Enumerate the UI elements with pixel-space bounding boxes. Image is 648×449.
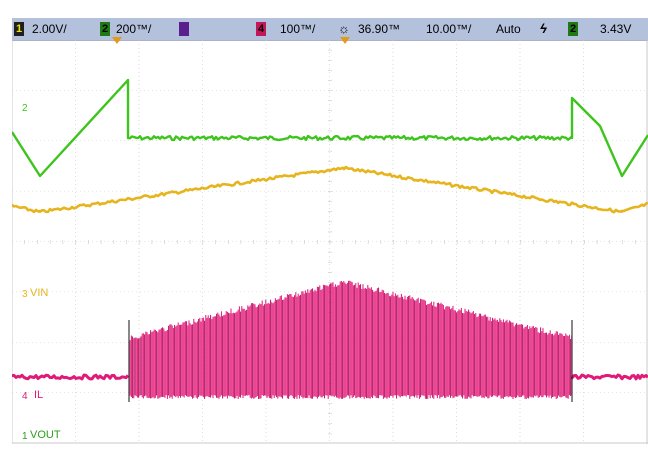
trigger-source-badge[interactable]: 2 xyxy=(568,22,578,36)
timebase[interactable]: 10.00™/ xyxy=(426,22,472,36)
trigger-position-marker xyxy=(112,37,122,44)
waveform-area: 2 3 VIN 4 IL 1 VOUT xyxy=(10,37,648,444)
status-bar: 1 2.00V/ 2 200™/ 3 4 100™/ ☼ 36.90™ 10.0… xyxy=(12,18,648,41)
ch1-scale[interactable]: 2.00V/ xyxy=(32,22,67,36)
trigger-edge-icon: ϟ xyxy=(540,21,547,36)
il-trace-right xyxy=(570,373,648,381)
vout-label: VOUT xyxy=(30,429,61,441)
vin-label: VIN xyxy=(30,287,49,299)
delay-sun-icon: ☼ xyxy=(338,21,350,36)
waveform-svg xyxy=(10,39,648,444)
ch4-scale[interactable]: 100™/ xyxy=(280,22,316,36)
ch1-ground-marker: 1 xyxy=(22,431,28,442)
ch4-badge[interactable]: 4 xyxy=(256,22,266,36)
il-label: IL xyxy=(34,389,44,401)
trigger-level[interactable]: 3.43V xyxy=(600,22,632,36)
traces xyxy=(10,78,648,402)
trigger-mode[interactable]: Auto xyxy=(496,22,521,36)
ch2-ground-marker: 2 xyxy=(22,103,28,114)
delay-center-marker xyxy=(340,37,350,44)
vout-trace xyxy=(10,78,648,178)
horizontal-delay[interactable]: 36.90™ xyxy=(358,22,401,36)
ch4-ground-marker: 4 xyxy=(22,391,28,402)
ch3-badge[interactable]: 3 xyxy=(179,22,189,36)
vin-trace xyxy=(10,165,648,214)
il-trace-left xyxy=(10,373,130,381)
ch1-badge[interactable]: 1 xyxy=(14,22,24,36)
ch2-badge[interactable]: 2 xyxy=(100,22,110,36)
ch2-scale[interactable]: 200™/ xyxy=(116,22,152,36)
ch3-ground-marker: 3 xyxy=(22,289,28,300)
